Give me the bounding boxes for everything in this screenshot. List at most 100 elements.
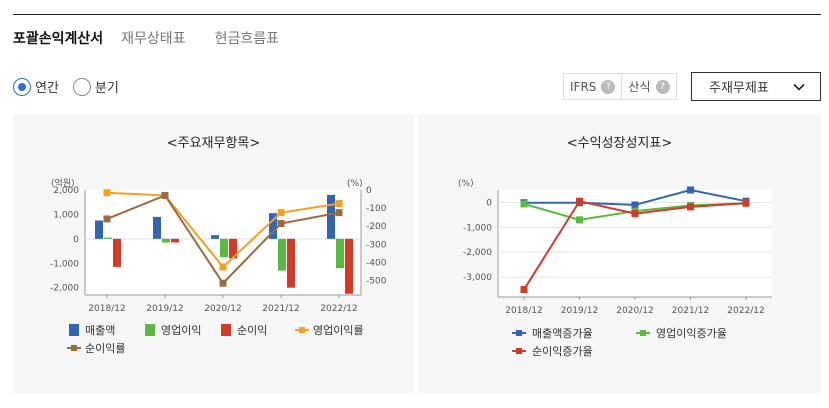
main-financials-panel: <주요재무항목> (억원) (%) 2,000 1,000 0 -1,000 -2,000 0… bbox=[13, 114, 414, 393]
right-tick-label: 0 bbox=[366, 186, 372, 196]
x-tick-label: 2019/12 bbox=[146, 304, 183, 314]
tab-cash-flow[interactable]: 현금흐름표 bbox=[214, 31, 279, 47]
bar-매출액 bbox=[211, 235, 219, 239]
x-tick-label: 2022/12 bbox=[320, 304, 357, 314]
x-tick-label: 2018/12 bbox=[505, 306, 542, 316]
bar-영업이익 bbox=[162, 238, 170, 243]
bar-영업이익 bbox=[104, 237, 112, 239]
period-radio-group: 연간 분기 bbox=[13, 77, 133, 96]
main-financials-title: <주요재무항목> bbox=[166, 136, 261, 151]
right-tick-label: -300 bbox=[366, 240, 387, 250]
left-tick-label: -1,000 bbox=[50, 259, 79, 269]
point-영업이익률 bbox=[335, 200, 343, 208]
bar-영업이익 bbox=[336, 238, 344, 269]
radio-annual-indicator[interactable] bbox=[13, 77, 31, 96]
legend-swatch-marker bbox=[71, 345, 77, 351]
formula-help-icon[interactable]: ? bbox=[655, 79, 670, 94]
x-tick-label: 2022/12 bbox=[727, 306, 764, 316]
bar-영업이익 bbox=[278, 238, 286, 271]
statement-tabs: 포괄손익계산서 재무상태표 현금흐름표 bbox=[13, 28, 308, 48]
left-axis-unit: (억원) bbox=[51, 177, 75, 189]
radio-quarterly-label: 분기 bbox=[94, 81, 119, 96]
point-영업이익률 bbox=[219, 263, 227, 271]
point-영업이익증가율 bbox=[520, 200, 528, 208]
y-tick-label: -1,000 bbox=[463, 223, 492, 233]
formula-option[interactable]: 산식 ? bbox=[621, 74, 675, 99]
left-tick-label: 0 bbox=[73, 235, 79, 245]
point-순이익률 bbox=[335, 209, 343, 217]
legend-swatch bbox=[69, 324, 79, 336]
legend-swatch bbox=[145, 324, 155, 336]
bar-순이익 bbox=[171, 238, 179, 243]
ifrs-label: IFRS bbox=[570, 79, 597, 94]
bar-영업이익 bbox=[220, 238, 228, 258]
legend-label: 순이익 bbox=[237, 324, 267, 337]
point-순이익률 bbox=[219, 279, 227, 287]
right-tick-label: -100 bbox=[366, 204, 387, 214]
right-axis-unit: (%) bbox=[347, 179, 363, 189]
tab-income-statement[interactable]: 포괄손익계산서 bbox=[13, 31, 104, 47]
statement-type-value: 주재무제표 bbox=[709, 81, 769, 96]
legend-label: 순이익증가율 bbox=[532, 345, 593, 358]
x-tick-label: 2021/12 bbox=[262, 304, 299, 314]
radio-quarterly-indicator[interactable] bbox=[72, 77, 91, 96]
left-tick-label: 2,000 bbox=[53, 186, 79, 196]
point-순이익증가율 bbox=[520, 286, 528, 294]
bar-매출액 bbox=[153, 216, 161, 239]
legend-label: 영업이익률 bbox=[313, 324, 364, 337]
point-영업이익률 bbox=[103, 189, 111, 197]
growth-indicators-chart: (%) 0 -1,000 -2,000 -3,000 2018/12 2019/12 2020… bbox=[458, 179, 772, 358]
tab-balance-sheet[interactable]: 재무상태표 bbox=[121, 31, 186, 47]
legend-swatch-marker bbox=[299, 327, 305, 333]
accounting-options: IFRS ? 산식 ? bbox=[563, 73, 677, 100]
bar-순이익 bbox=[229, 238, 237, 259]
ifrs-help-icon[interactable]: ? bbox=[601, 79, 616, 94]
point-순이익률 bbox=[277, 219, 285, 227]
right-tick-label: -500 bbox=[366, 277, 387, 287]
x-tick-label: 2021/12 bbox=[672, 306, 709, 316]
right-tick-label: -200 bbox=[366, 222, 387, 232]
right-tick-label: -400 bbox=[366, 258, 387, 268]
bar-순이익 bbox=[345, 238, 353, 294]
point-영업이익증가율 bbox=[576, 216, 583, 224]
legend-swatch-marker bbox=[516, 330, 522, 336]
legend-label: 순이익률 bbox=[85, 342, 125, 355]
y-axis-unit: (%) bbox=[458, 179, 474, 189]
y-tick-label: 0 bbox=[486, 198, 492, 208]
radio-quarterly[interactable]: 분기 bbox=[72, 77, 119, 96]
statement-type-select[interactable]: 주재무제표 bbox=[691, 72, 821, 101]
left-tick-label: 1,000 bbox=[53, 210, 79, 220]
point-매출액증가율 bbox=[687, 186, 694, 194]
legend-swatch bbox=[221, 324, 231, 336]
point-순이익률 bbox=[161, 191, 169, 199]
radio-annual-label: 연간 bbox=[35, 81, 59, 96]
ifrs-option[interactable]: IFRS ? bbox=[564, 74, 621, 99]
bar-순이익 bbox=[287, 238, 295, 288]
point-순이익증가율 bbox=[742, 199, 750, 207]
radio-annual[interactable]: 연간 bbox=[13, 77, 59, 96]
formula-label: 산식 bbox=[628, 80, 651, 94]
x-tick-label: 2018/12 bbox=[88, 304, 125, 314]
bar-매출액 bbox=[95, 220, 103, 239]
bar-매출액 bbox=[327, 194, 335, 239]
x-tick-label: 2019/12 bbox=[561, 306, 598, 316]
bar-매출액 bbox=[269, 213, 277, 239]
y-tick-label: -2,000 bbox=[463, 248, 492, 258]
x-tick-label: 2020/12 bbox=[616, 306, 653, 316]
y-tick-label: -3,000 bbox=[463, 273, 492, 283]
chevron-down-icon bbox=[793, 83, 805, 91]
x-tick-label: 2020/12 bbox=[204, 304, 241, 314]
legend-swatch-marker bbox=[516, 348, 522, 354]
point-순이익증가율 bbox=[631, 210, 639, 218]
left-tick-label: -2,000 bbox=[50, 284, 79, 294]
point-영업이익률 bbox=[277, 209, 285, 217]
legend-label: 매출액증가율 bbox=[532, 327, 593, 340]
bar-순이익 bbox=[113, 238, 121, 267]
point-순이익증가율 bbox=[576, 197, 583, 205]
point-순이익증가율 bbox=[687, 203, 694, 211]
growth-indicators-title: <수익성장성지표> bbox=[566, 136, 673, 151]
growth-indicators-panel: <수익성장성지표> (%) 0 -1,000 -2,000 -3,000 2018/12 2… bbox=[418, 114, 821, 393]
legend-swatch-marker bbox=[640, 330, 646, 336]
legend-label: 영업이익증가율 bbox=[656, 327, 727, 340]
top-divider bbox=[13, 14, 821, 15]
